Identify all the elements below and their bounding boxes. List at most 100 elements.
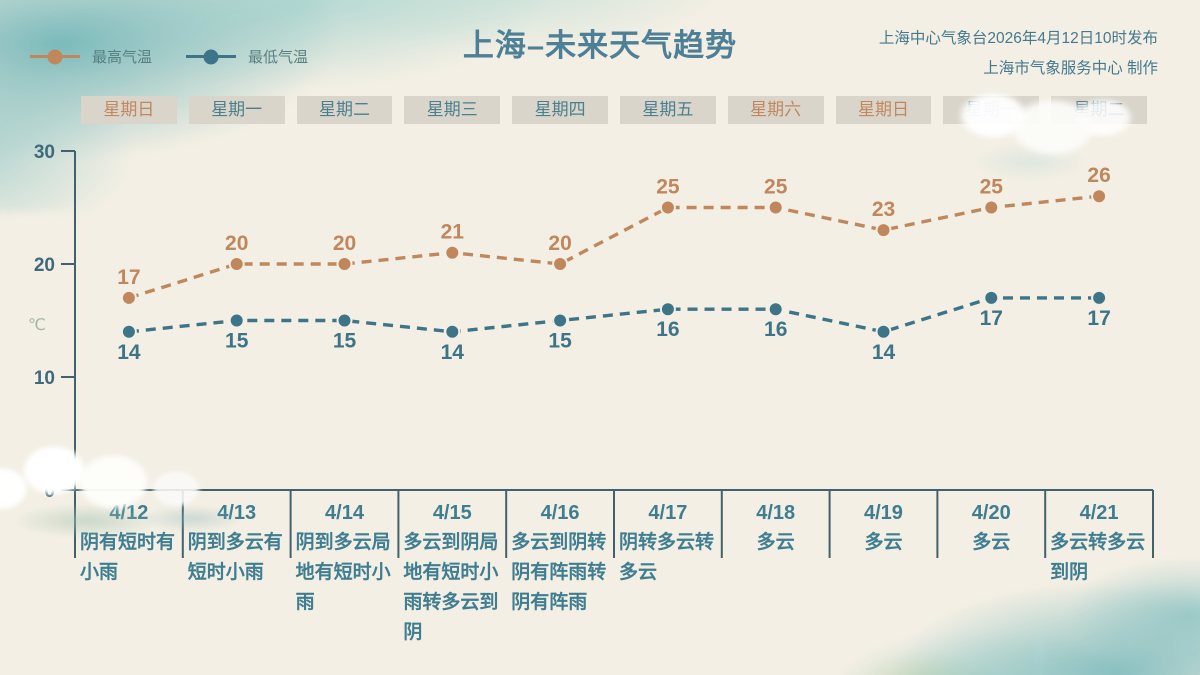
forecast-date: 4/14 xyxy=(325,502,364,524)
forecast-cell: 4/20 多云 xyxy=(937,490,1045,648)
weekday-chip: 星期五 xyxy=(619,96,716,124)
forecast-weather: 多云 xyxy=(972,532,1011,553)
series-line xyxy=(128,194,1100,300)
data-point-dot xyxy=(875,323,892,340)
forecast-date: 4/18 xyxy=(756,502,796,524)
legend-item: 最低气温 xyxy=(186,46,308,67)
legend-line-dot-icon xyxy=(186,49,237,65)
data-point-value: 14 xyxy=(117,341,141,364)
weekday-chip: 星期三 xyxy=(404,96,501,124)
data-point-dot xyxy=(336,256,353,272)
data-point-dot xyxy=(1091,188,1108,205)
forecast-cell: 4/18 多云 xyxy=(722,490,830,648)
forecast-cell: 4/13 阴到多云有短时小雨 xyxy=(183,490,291,648)
forecast-weather: 多云 xyxy=(864,532,903,553)
forecast-weather: 多云 xyxy=(756,532,795,553)
forecast-cell: 4/19 多云 xyxy=(830,490,938,648)
forecast-cell: 4/15 多云到阴局地有短时小雨转多云到阴 xyxy=(398,490,506,648)
data-point-value: 17 xyxy=(117,266,140,289)
data-point-dot xyxy=(120,323,137,340)
legend-label: 最低气温 xyxy=(248,49,309,66)
forecast-cell: 4/17 阴转多云转多云 xyxy=(614,490,722,648)
y-axis-unit-label: ℃ xyxy=(28,317,46,334)
forecast-weather: 阴有短时有小雨 xyxy=(80,532,176,583)
data-point-value: 17 xyxy=(980,307,1003,330)
data-point-value: 15 xyxy=(333,330,357,353)
data-point-dot xyxy=(552,256,569,272)
y-tick-label: 0 xyxy=(44,481,55,502)
data-point-value: 25 xyxy=(980,176,1004,199)
data-point-value: 15 xyxy=(548,330,572,353)
data-point-dot xyxy=(767,199,784,216)
data-point-dot xyxy=(120,289,137,306)
publisher-info: 上海中心气象台2026年4月12日10时发布 上海市气象服务中心 制作 xyxy=(879,24,1158,84)
data-point-value: 23 xyxy=(872,198,895,221)
data-point-dot xyxy=(228,312,245,329)
forecast-date: 4/13 xyxy=(217,502,257,524)
weekday-chip: 星期六 xyxy=(727,96,824,124)
forecast-cell: 4/16 多云到阴转阴有阵雨转阴有阵雨 xyxy=(506,490,614,648)
data-point-value: 16 xyxy=(764,318,787,341)
forecast-table: 4/12 阴有短时有小雨 4/13 阴到多云有短时小雨 4/14 阴到多云局地有短时小雨 4… xyxy=(75,490,1153,648)
legend-line-dot-icon xyxy=(30,49,80,65)
data-point-value: 25 xyxy=(764,176,788,199)
forecast-date: 4/19 xyxy=(864,502,903,524)
weekday-chip: 星期日 xyxy=(835,96,932,124)
forecast-weather: 阴到多云局地有短时小雨 xyxy=(295,532,391,613)
forecast-date: 4/16 xyxy=(540,502,580,524)
series-line xyxy=(128,296,1100,334)
data-point-dot xyxy=(552,312,569,329)
data-point-value: 14 xyxy=(872,341,896,364)
weekday-chip: 星期一 xyxy=(943,96,1040,124)
forecast-date: 4/21 xyxy=(1079,502,1119,524)
forecast-cell: 4/21 多云转多云到阴 xyxy=(1045,490,1153,648)
data-point-dot xyxy=(659,301,676,318)
data-point-value: 16 xyxy=(656,318,679,341)
data-point-dot xyxy=(228,256,245,272)
forecast-date: 4/17 xyxy=(648,502,688,524)
data-point-dot xyxy=(983,199,1000,216)
forecast-cell: 4/14 阴到多云局地有短时小雨 xyxy=(291,490,399,648)
weekday-chip: 星期二 xyxy=(1051,96,1147,124)
y-tick-label: 20 xyxy=(34,255,55,276)
data-point-value: 25 xyxy=(656,176,680,199)
legend: 最高气温 最低气温 xyxy=(30,46,308,67)
data-point-dot xyxy=(444,244,461,261)
y-tick-label: 10 xyxy=(34,368,55,389)
data-point-value: 17 xyxy=(1087,307,1110,330)
data-point-dot xyxy=(336,312,353,329)
forecast-weather: 多云转多云到阴 xyxy=(1050,532,1146,583)
forecast-cell: 4/12 阴有短时有小雨 xyxy=(75,490,183,648)
data-point-value: 20 xyxy=(333,232,356,255)
data-point-dot xyxy=(659,199,676,216)
weekday-row: 星期日 星期一 星期二 星期三 星期四 星期五 星期六 星期日 星期一 星期二 xyxy=(75,96,1153,124)
forecast-date: 4/12 xyxy=(109,502,149,524)
data-point-dot xyxy=(983,289,1000,306)
weekday-chip: 星期二 xyxy=(296,96,393,124)
legend-label: 最高气温 xyxy=(92,49,153,66)
data-point-value: 15 xyxy=(225,330,249,353)
weekday-chip: 星期日 xyxy=(81,96,177,124)
publisher-issued-line: 上海中心气象台2026年4月12日10时发布 xyxy=(878,30,1158,47)
data-point-value: 20 xyxy=(225,232,248,255)
weekday-chip: 星期四 xyxy=(512,96,608,124)
data-point-dot xyxy=(444,323,461,340)
forecast-date: 4/20 xyxy=(971,502,1011,524)
data-point-value: 20 xyxy=(548,232,571,255)
y-tick-label: 30 xyxy=(34,142,55,163)
forecast-weather: 阴转多云转多云 xyxy=(618,532,714,583)
forecast-weather: 阴到多云有短时小雨 xyxy=(187,532,283,583)
data-point-dot xyxy=(875,222,892,239)
weekday-chip: 星期一 xyxy=(188,96,285,124)
data-point-value: 26 xyxy=(1087,164,1110,187)
publisher-producer-line: 上海市气象服务中心 制作 xyxy=(983,60,1158,77)
data-point-dot xyxy=(767,301,784,318)
forecast-date: 4/15 xyxy=(432,502,472,524)
data-point-value: 14 xyxy=(441,341,465,364)
data-point-dot xyxy=(1091,289,1108,306)
page-title: 上海–未来天气趋势 xyxy=(462,28,738,63)
forecast-weather: 多云到阴局地有短时小雨转多云到阴 xyxy=(403,532,499,643)
data-point-value: 21 xyxy=(441,221,465,244)
legend-item: 最高气温 xyxy=(30,46,152,67)
